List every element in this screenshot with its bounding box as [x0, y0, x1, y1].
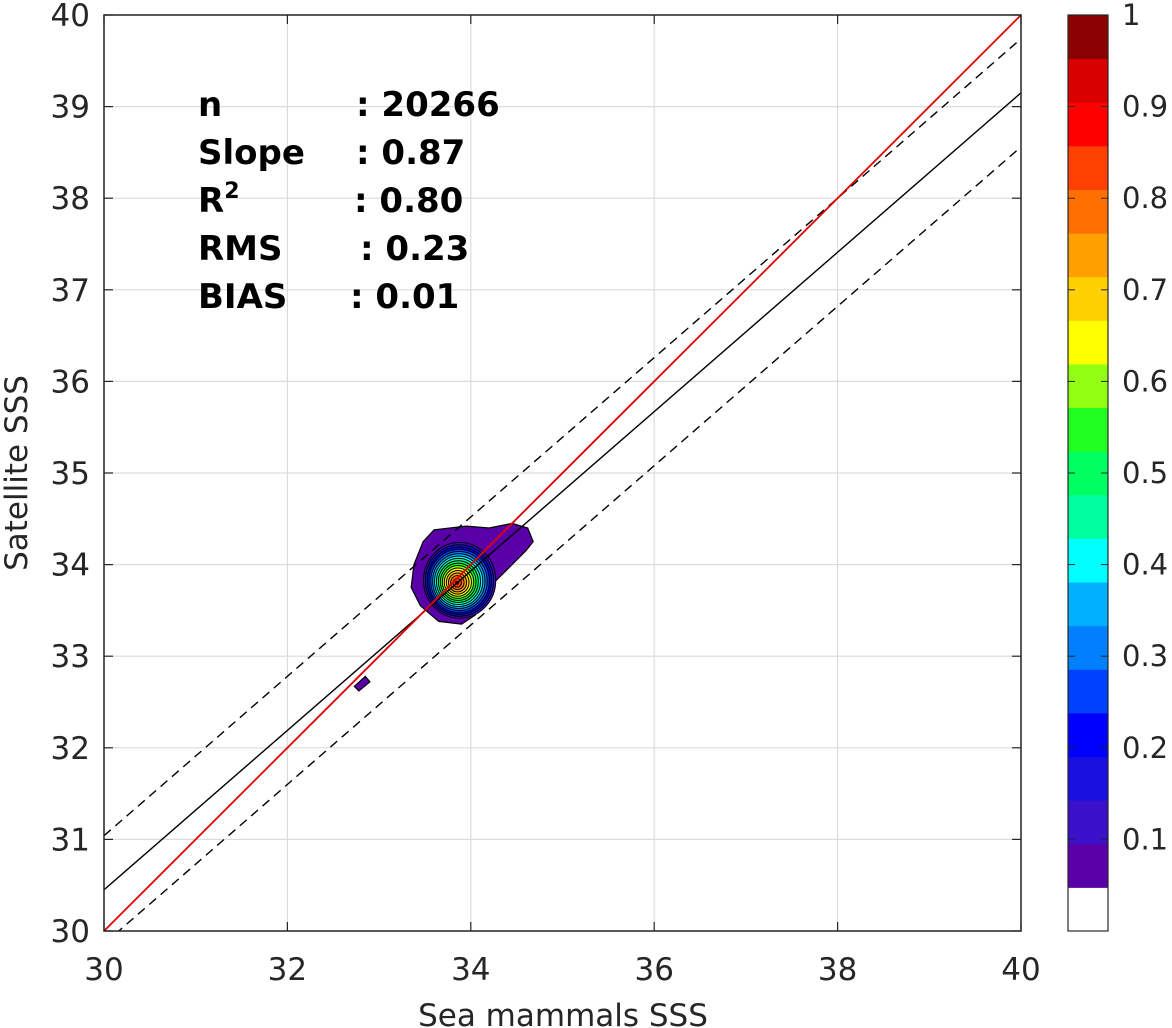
stat-label-text: BIAS — [198, 277, 287, 317]
stat-value: : 0.80 — [354, 181, 463, 221]
stat-value: : 0.01 — [350, 277, 459, 317]
x-tick-label: 40 — [1001, 952, 1040, 988]
stat-label-text: RMS — [198, 229, 283, 269]
stat-label: n — [198, 85, 222, 125]
upper-bound-line — [104, 38, 1021, 837]
colorbar-tick-label: 0.9 — [1122, 90, 1168, 124]
y-tick-label: 39 — [51, 90, 90, 126]
colorbar-segment — [1068, 320, 1108, 365]
y-tick-label: 36 — [51, 364, 90, 400]
fit-lines — [104, 15, 1021, 931]
axis-ticks: 30 32 34 36 38 40 30 31 32 33 34 35 36 37 38 39 40 — [51, 0, 1041, 988]
stat-label: RMS — [198, 229, 283, 269]
stat-superscript: 2 — [224, 179, 239, 204]
colorbar-segment — [1068, 582, 1108, 627]
stat-label-text: Slope — [198, 133, 305, 173]
stat-label-text: R — [198, 181, 224, 221]
colorbar-segment — [1068, 363, 1108, 409]
colorbar-segment — [1068, 407, 1108, 452]
stat-label-text: n — [198, 85, 222, 125]
colorbar-segment — [1068, 712, 1108, 758]
y-tick-label: 30 — [51, 914, 90, 950]
colorbar-segment — [1068, 276, 1108, 321]
y-axis-label: Satellite SSS — [0, 375, 35, 571]
colorbar-tick-label: 0.8 — [1122, 181, 1168, 215]
colorbar-segment — [1068, 756, 1108, 801]
x-axis-label: Sea mammals SSS — [418, 998, 708, 1028]
stat-value: : 0.87 — [356, 133, 465, 173]
lower-bound-line — [117, 146, 1021, 931]
colorbar-tick-label: 0.1 — [1122, 822, 1168, 856]
colorbar-segment — [1068, 800, 1108, 845]
identity-line — [104, 15, 1021, 931]
y-tick-label: 33 — [51, 639, 90, 675]
stats-box: n : 20266 Slope : 0.87 R2 : 0.80 RMS : 0.23 BIAS… — [198, 85, 500, 317]
colorbar-tick-label: 1 — [1122, 0, 1140, 32]
colorbar-tick-label: 0.3 — [1122, 639, 1168, 673]
y-tick-label: 40 — [51, 0, 90, 34]
stat-value: : 0.23 — [360, 229, 469, 269]
colorbar-segment — [1068, 233, 1108, 278]
stat-label: R2 — [198, 179, 240, 221]
colorbar-tick-label: 0.2 — [1122, 731, 1168, 765]
colorbar-segment — [1068, 887, 1108, 932]
colorbar: 0.1 0.2 0.3 0.4 0.5 0.6 0.7 0.8 0.9 1 — [1067, 0, 1168, 932]
colorbar-segment — [1068, 145, 1108, 190]
colorbar-segment — [1068, 15, 1108, 60]
x-tick-label: 36 — [634, 952, 673, 988]
colorbar-segment — [1068, 58, 1108, 103]
grid — [103, 14, 1022, 932]
colorbar-segment — [1068, 494, 1108, 539]
colorbar-segment — [1068, 189, 1108, 234]
x-tick-label: 38 — [818, 952, 857, 988]
y-tick-label: 31 — [51, 822, 90, 858]
y-tick-label: 38 — [51, 181, 90, 217]
regression-line — [104, 92, 1021, 891]
stat-label: Slope — [198, 133, 305, 173]
colorbar-tick-label: 0.4 — [1122, 548, 1168, 582]
x-tick-label: 30 — [84, 952, 123, 988]
colorbar-segment — [1068, 669, 1108, 714]
x-tick-label: 32 — [268, 952, 307, 988]
colorbar-segment — [1068, 538, 1108, 583]
colorbar-tick-label: 0.6 — [1122, 364, 1168, 398]
contour-level — [353, 675, 371, 692]
y-tick-label: 37 — [51, 273, 90, 309]
y-tick-label: 34 — [51, 548, 90, 584]
y-tick-label: 32 — [51, 731, 90, 767]
colorbar-tick-label: 0.7 — [1122, 273, 1168, 307]
colorbar-segment — [1068, 625, 1108, 670]
x-tick-label: 34 — [451, 952, 490, 988]
y-tick-label: 35 — [51, 456, 90, 492]
stat-value: : 20266 — [356, 85, 500, 125]
colorbar-segment — [1068, 102, 1108, 147]
colorbar-segment — [1068, 843, 1108, 888]
colorbar-tick-label: 0.5 — [1122, 456, 1168, 490]
stat-label: BIAS — [198, 277, 287, 317]
